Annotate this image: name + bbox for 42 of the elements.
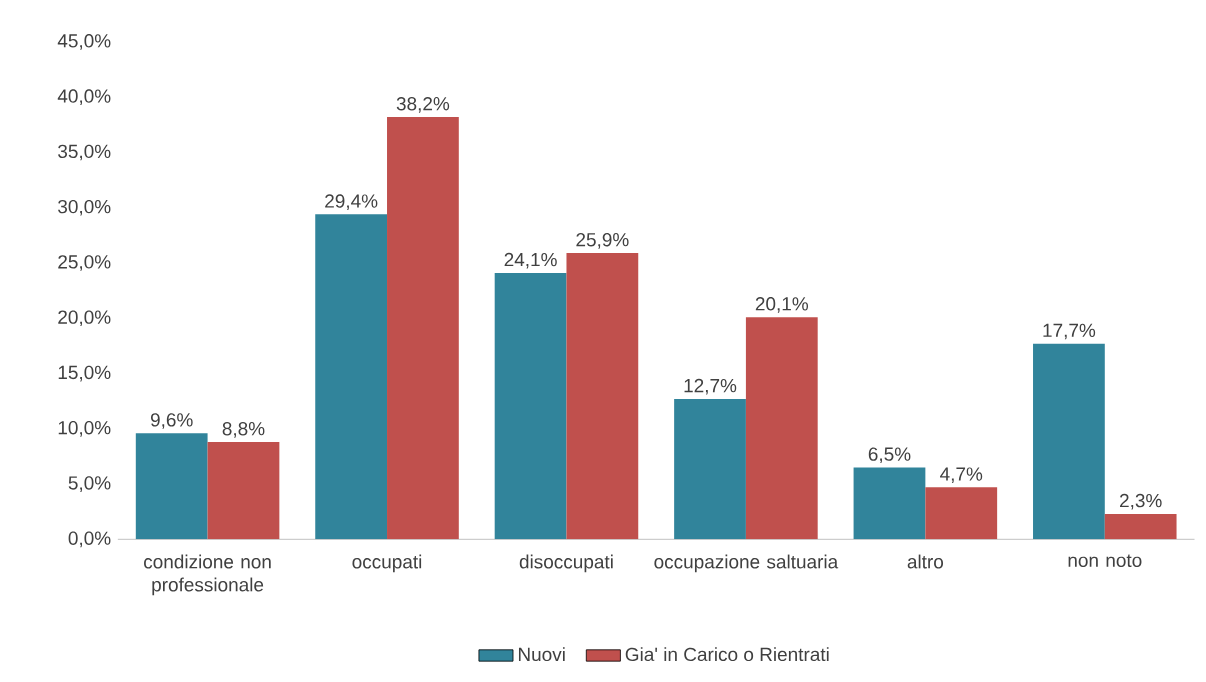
y-tick-label: 15,0%	[58, 365, 111, 382]
bar	[1033, 343, 1105, 540]
x-tick-label: occupazione saltuaria	[654, 554, 839, 573]
bar	[315, 214, 388, 540]
bar	[853, 467, 926, 540]
data-label: 9,6%	[150, 413, 193, 429]
data-label: 20,1%	[755, 297, 809, 313]
y-tick-label: 10,0%	[58, 420, 111, 437]
y-tick-label: 40,0%	[57, 89, 111, 105]
x-tick-label: disoccupati	[519, 554, 613, 573]
legend-label: Gia' in Carico o Rientrati	[625, 647, 829, 662]
data-label: 38,2%	[396, 96, 450, 113]
bar	[674, 398, 746, 540]
data-label: 2,3%	[1120, 493, 1162, 510]
x-tick-label: occupati	[352, 554, 422, 573]
bar	[135, 433, 208, 540]
y-tick-label: 35,0%	[58, 144, 111, 161]
data-label: 24,1%	[504, 252, 557, 269]
data-label: 17,7%	[1043, 323, 1096, 340]
bar	[566, 252, 639, 540]
data-label: 8,8%	[222, 421, 265, 438]
y-tick-label: 45,0%	[57, 34, 111, 50]
y-tick-label: 5,0%	[68, 476, 111, 492]
data-label: 6,5%	[868, 447, 911, 464]
data-label: 29,4%	[325, 194, 378, 210]
bar	[494, 272, 567, 540]
data-label: 4,7%	[940, 467, 983, 483]
data-label: 12,7%	[684, 378, 737, 395]
data-label: 25,9%	[576, 232, 629, 249]
bar	[1104, 513, 1177, 540]
legend-label: Nuovi	[518, 647, 565, 662]
bar	[745, 317, 818, 540]
bar	[925, 487, 998, 540]
y-tick-label: 20,0%	[58, 310, 111, 327]
y-tick-label: 25,0%	[58, 255, 111, 271]
x-tick-label: non noto	[1068, 554, 1142, 567]
x-tick-label: altro	[907, 554, 944, 569]
y-tick-label: 0,0%	[68, 531, 111, 548]
bar	[387, 117, 459, 540]
y-tick-label: 30,0%	[58, 199, 111, 216]
bar	[207, 441, 280, 540]
x-tick-label: condizione non professionale	[144, 554, 271, 596]
